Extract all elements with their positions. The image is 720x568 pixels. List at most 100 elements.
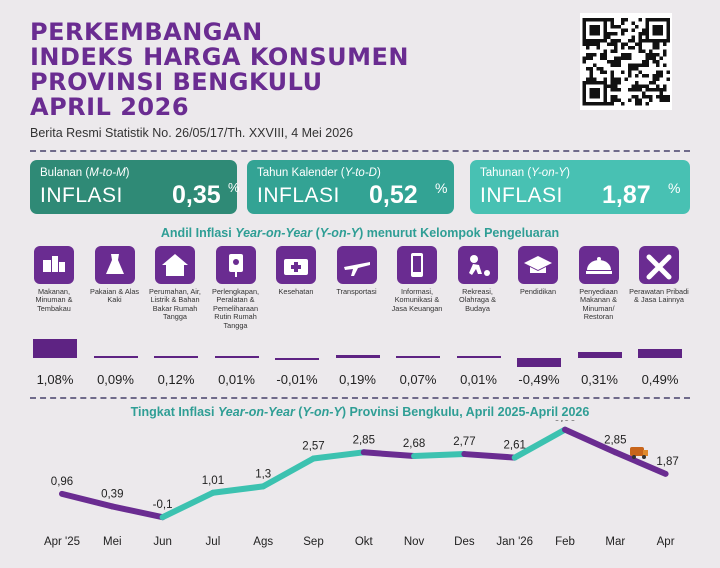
phone-icon — [397, 246, 437, 284]
food-icon — [34, 246, 74, 284]
tools-icon — [639, 246, 679, 284]
category-label: Perawatan Pribadi & Jasa Lainnya — [629, 287, 689, 305]
andil-bar — [456, 356, 501, 358]
andil-value: 0,07% — [399, 372, 437, 387]
truck-icon — [630, 447, 648, 459]
category-label: Perlengkapan, Peralatan & Pemeliharaan R… — [211, 287, 260, 330]
andil-bar — [517, 358, 561, 367]
page-title: PERKEMBANGAN INDEKS HARGA KONSUMEN PROVI… — [30, 20, 409, 120]
andil-value: 0,19% — [339, 372, 376, 387]
x-tick-label: Apr '25 — [44, 536, 80, 548]
category-label: Pakaian & Alas Kaki — [89, 287, 140, 305]
category-item: Transportasi — [327, 246, 387, 296]
line-segment — [461, 451, 518, 461]
medkit-icon — [276, 246, 316, 284]
x-tick-label: Des — [454, 536, 475, 548]
card-label: Tahunan (Y-on-Y) — [480, 167, 570, 179]
x-tick-label: Jun — [153, 536, 172, 548]
category-label: Kesehatan — [278, 287, 314, 296]
divider — [30, 150, 690, 152]
x-tick-label: Feb — [555, 536, 575, 548]
category-label: Makanan, Minuman & Tembakau — [35, 287, 73, 313]
x-tick-label: Nov — [404, 536, 425, 548]
card-value: 1,87 — [602, 181, 651, 209]
card-monthly-inflation: Bulanan (M-to-M) INFLASI 0,35 % — [30, 160, 240, 214]
card-ytd-inflation: Tahun Kalender (Y-to-D) INFLASI 0,52 % — [247, 160, 454, 214]
andil-bar — [335, 354, 380, 358]
x-tick-label: Okt — [355, 536, 374, 548]
data-label: -0,1 — [153, 499, 173, 511]
dress-icon — [94, 246, 135, 284]
category-label: Rekreasi, Olahraga & Budaya — [459, 287, 496, 313]
data-label: 2,57 — [302, 440, 324, 452]
data-label: 1,3 — [255, 468, 271, 480]
card-word: INFLASI — [480, 184, 563, 207]
category-item: Makanan, Minuman & Tembakau — [24, 246, 84, 313]
card-value: 0,35 — [172, 181, 221, 209]
category-item: Rekreasi, Olahraga & Budaya — [448, 246, 508, 313]
chart-title: Tingkat Inflasi Year-on-Year (Y-on-Y) Pr… — [130, 405, 590, 419]
andil-bar — [214, 356, 259, 358]
andil-value: 0,49% — [641, 372, 679, 387]
andil-title: Andil Inflasi Year-on-Year (Y-on-Y) menu… — [160, 226, 560, 240]
andil-bar — [154, 355, 198, 358]
data-label: 3,88 — [554, 420, 576, 424]
category-item: Pakaian & Alas Kaki — [85, 246, 145, 305]
andil-bar — [93, 356, 138, 358]
card-unit: % — [668, 180, 681, 196]
card-yoy-inflation: Tahunan (Y-on-Y) INFLASI 1,87 % — [470, 160, 690, 214]
line-segment — [159, 489, 216, 521]
andil-bar — [275, 358, 319, 360]
andil-value: 0,01% — [460, 372, 497, 387]
divider — [30, 397, 690, 399]
data-label: 2,85 — [353, 434, 375, 446]
category-label: Penyediaan Makanan & Minuman/ Restoran — [579, 287, 618, 322]
title-line-1: PERKEMBANGAN — [30, 18, 263, 46]
title-line-3: PROVINSI BENGKULU — [30, 68, 323, 96]
andil-value: 1,08% — [36, 372, 74, 387]
subtitle: Berita Resmi Statistik No. 26/05/17/Th. … — [30, 126, 354, 140]
andil-value: 0,12% — [157, 372, 195, 387]
line-segment — [209, 483, 267, 496]
andil-value: 0,09% — [97, 372, 134, 387]
data-label: 2,85 — [604, 434, 626, 446]
qr-code[interactable] — [580, 13, 672, 110]
sport-icon — [457, 246, 498, 284]
line-segment — [59, 490, 116, 510]
andil-bar — [396, 356, 440, 358]
card-label: Bulanan (M-to-M) — [40, 167, 130, 179]
category-item: Kesehatan — [266, 246, 326, 296]
data-label: 0,96 — [51, 476, 73, 488]
x-tick-label: Jan '26 — [496, 536, 533, 548]
data-label: 1,01 — [202, 475, 224, 487]
andil-value: 0,31% — [581, 372, 618, 387]
data-label: 2,77 — [453, 436, 475, 448]
line-segment — [360, 449, 418, 460]
x-tick-label: Jul — [206, 536, 221, 548]
yoy-line-chart: 0,96 Apr '25 0,39 Mei -0,1 Jun 1,01 Jul 1,3 Ags 2,… — [44, 420, 679, 548]
andil-bar — [33, 338, 77, 358]
x-tick-label: Mei — [103, 536, 122, 548]
card-label: Tahun Kalender (Y-to-D) — [257, 167, 381, 179]
x-tick-label: Apr — [657, 536, 675, 548]
andil-value: -0,01% — [276, 372, 318, 387]
andil-value: 0,01% — [218, 372, 255, 387]
data-label: 2,61 — [504, 440, 526, 452]
andil-bar — [577, 352, 622, 358]
data-label: 2,68 — [403, 438, 425, 450]
line-segment — [109, 503, 166, 521]
line-segment — [260, 455, 317, 490]
category-label: Pendidikan — [519, 287, 557, 296]
data-label: 1,87 — [656, 456, 678, 468]
card-word: INFLASI — [40, 184, 123, 207]
category-label: Informasi, Komunikasi & Jasa Keuangan — [391, 287, 443, 313]
category-item: Informasi, Komunikasi & Jasa Keuangan — [387, 246, 447, 313]
title-line-4: APRIL 2026 — [30, 93, 190, 121]
card-unit: % — [228, 180, 240, 195]
card-word: INFLASI — [257, 184, 340, 207]
category-label: Transportasi — [336, 287, 377, 296]
house-icon — [155, 246, 195, 284]
category-item: Perumahan, Air, Listrik & Bahan Bakar Ru… — [145, 246, 205, 322]
andil-bar — [638, 349, 682, 358]
graduation-cap-icon — [518, 246, 558, 284]
